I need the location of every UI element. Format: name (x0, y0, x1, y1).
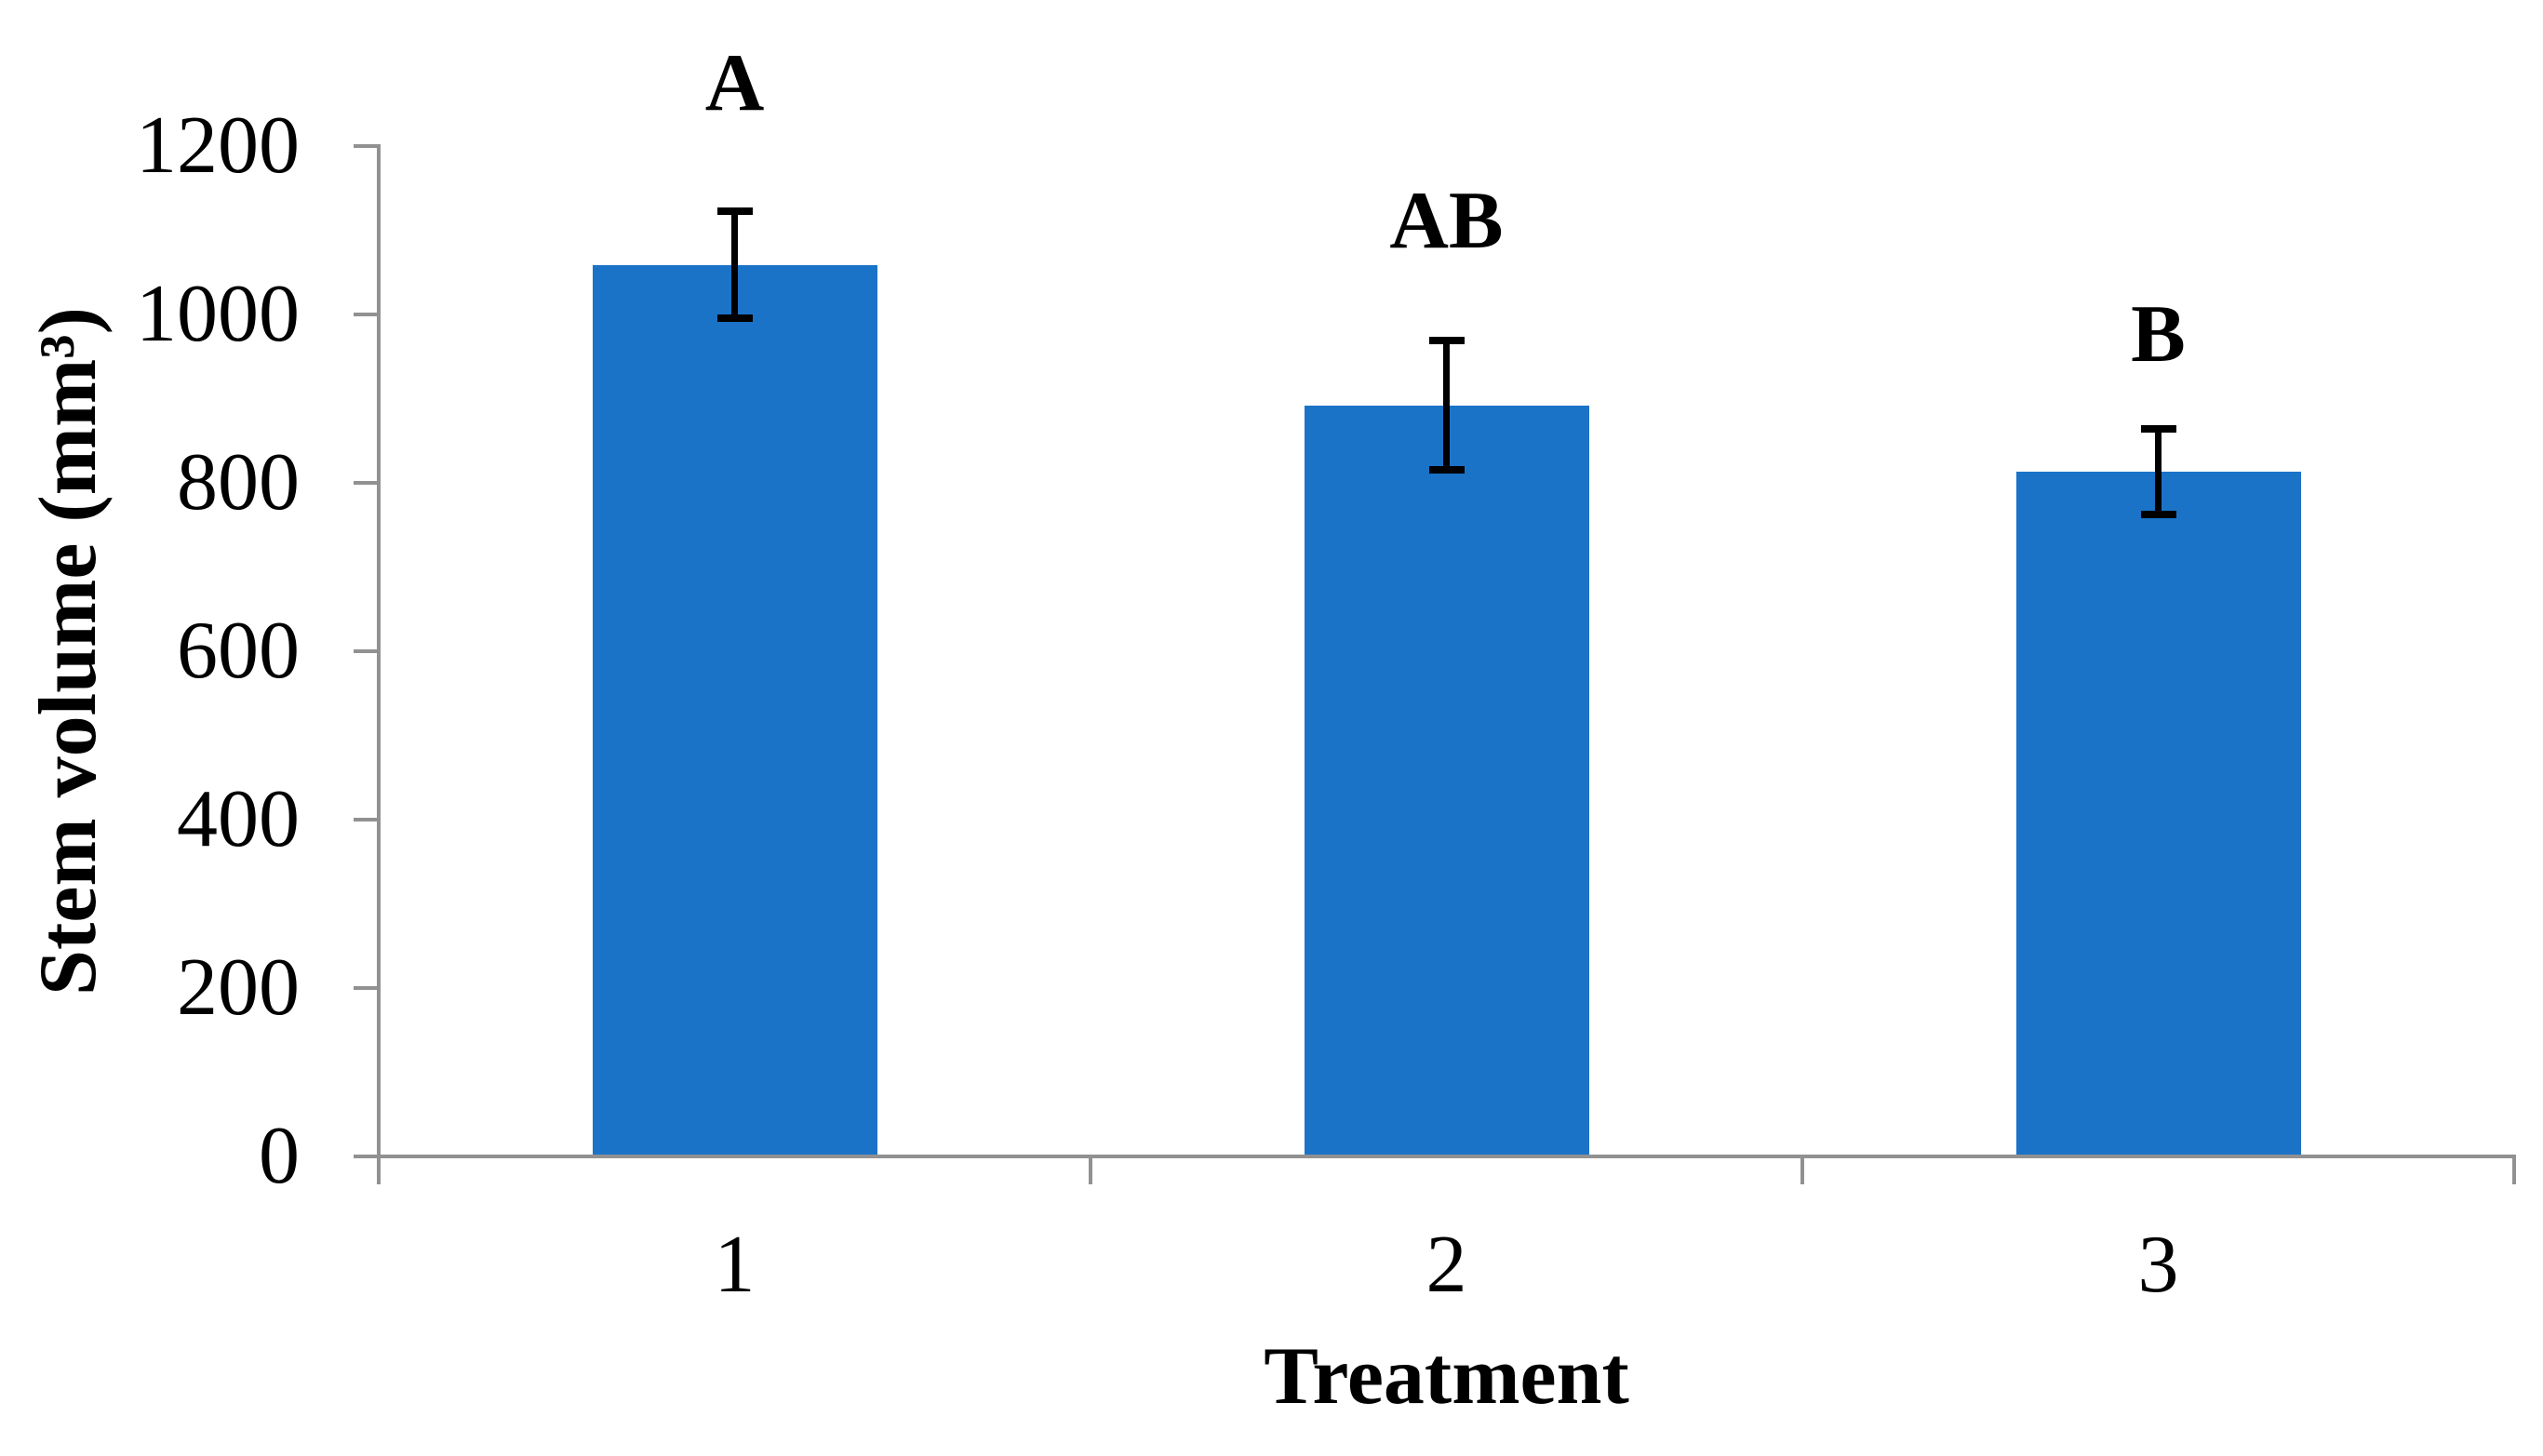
x-axis-tick (1089, 1158, 1092, 1184)
error-bar-cap-bottom (716, 314, 753, 323)
bar-treatment-2 (1304, 405, 1589, 1158)
bar-treatment-1 (592, 264, 877, 1158)
y-axis-tick (354, 313, 379, 316)
y-axis-tick (354, 986, 379, 990)
y-tick-label: 1000 (136, 269, 300, 359)
y-axis-line (377, 144, 381, 1184)
y-tick-label: 0 (259, 1111, 300, 1201)
y-axis-tick (354, 144, 379, 148)
error-bar-cap-top (2140, 425, 2176, 434)
bar-treatment-3 (2015, 472, 2301, 1158)
y-axis-tick (354, 1155, 379, 1158)
x-axis-title: Treatment (1264, 1331, 1629, 1422)
error-bar-line (731, 207, 738, 323)
x-tick-label: 1 (714, 1220, 756, 1310)
x-tick-label: 3 (2137, 1220, 2179, 1310)
significance-letter: AB (1389, 176, 1504, 266)
x-axis-tick (1800, 1158, 1804, 1184)
y-tick-label: 600 (177, 606, 300, 696)
error-bar-line (2155, 425, 2162, 518)
x-axis-tick (2512, 1158, 2516, 1184)
y-tick-label: 200 (177, 942, 300, 1033)
error-bar-cap-bottom (2140, 511, 2176, 518)
y-tick-label: 400 (177, 774, 300, 864)
y-tick-label: 1200 (136, 100, 300, 191)
y-axis-tick (354, 649, 379, 653)
error-bar-cap-top (716, 207, 753, 216)
y-axis-tick (354, 481, 379, 485)
significance-letter: A (704, 38, 765, 128)
x-axis-line (377, 1155, 2516, 1158)
y-axis-tick (354, 818, 379, 822)
y-tick-label: 800 (177, 437, 300, 528)
error-bar-cap-bottom (1428, 466, 1465, 474)
x-tick-label: 2 (1425, 1220, 1467, 1310)
error-bar-cap-top (1428, 337, 1465, 345)
error-bar-line (1443, 337, 1450, 474)
significance-letter: B (2131, 289, 2186, 380)
